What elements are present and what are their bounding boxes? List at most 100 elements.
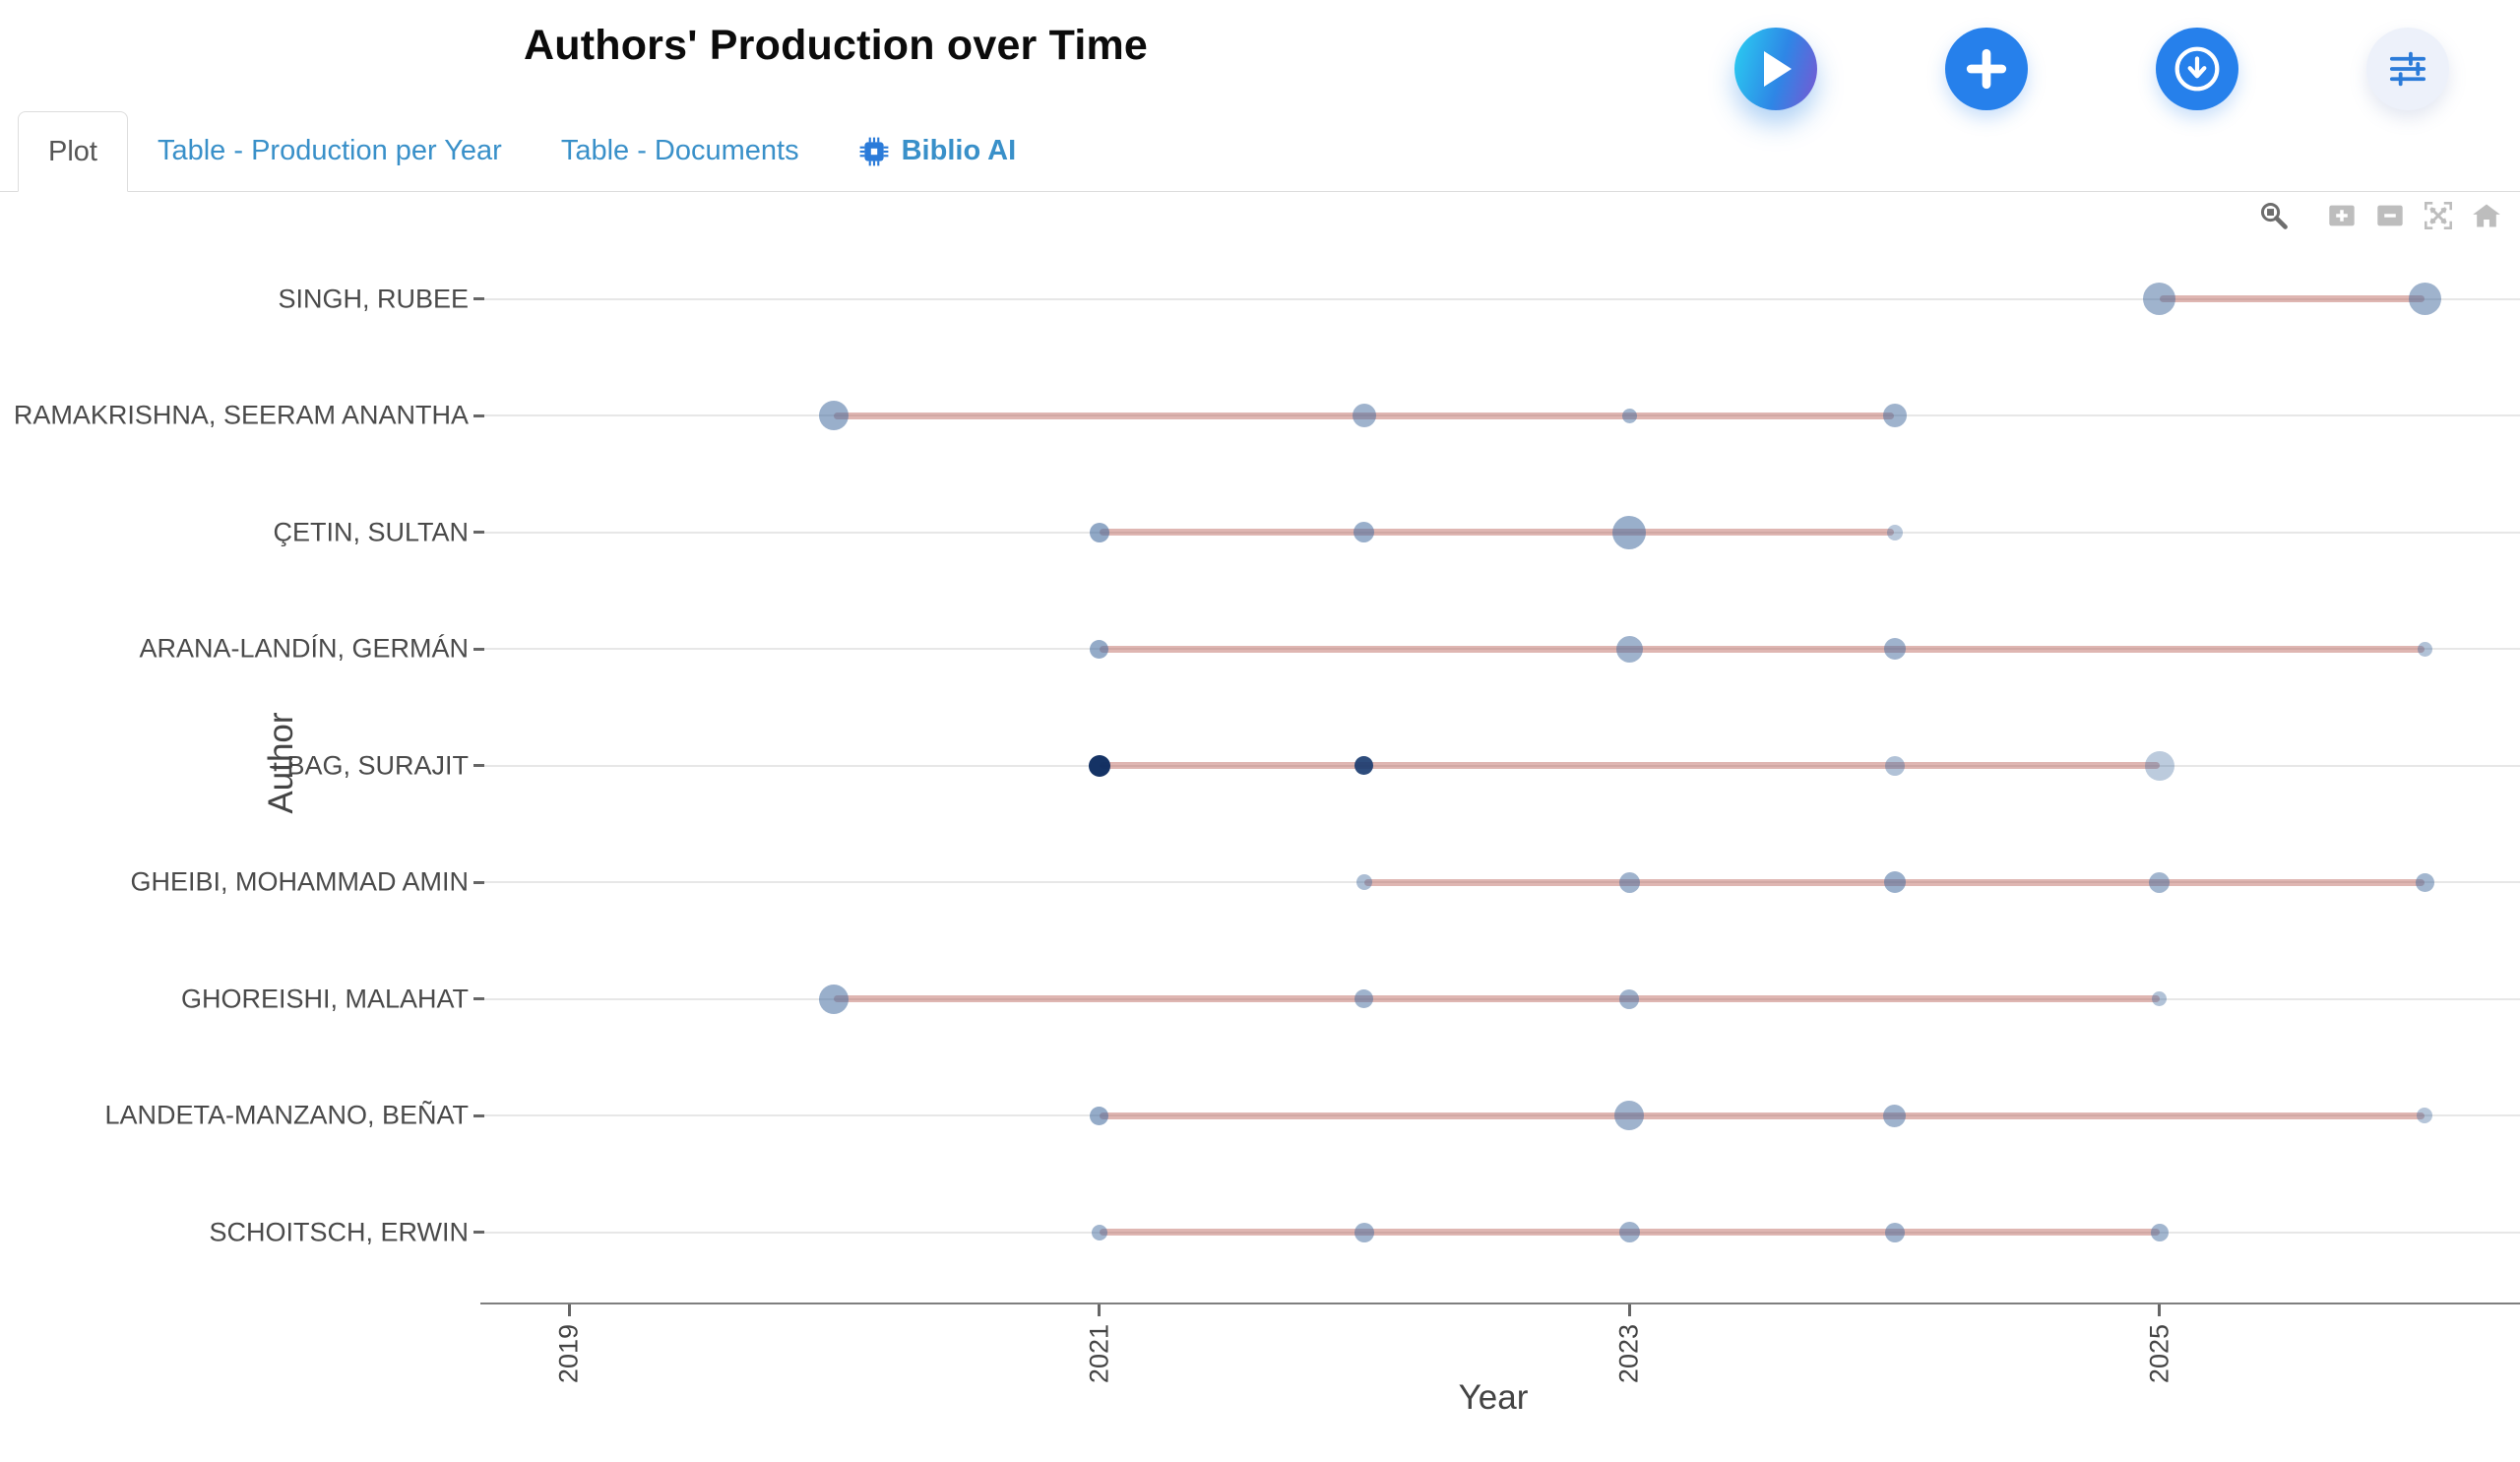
y-axis-label: ARANA-LANDÍN, GERMÁN <box>139 633 469 664</box>
row-gridline <box>480 531 2520 534</box>
production-span-line <box>1099 1112 2426 1119</box>
x-tick-label: 2019 <box>553 1324 584 1384</box>
production-dot[interactable] <box>1354 1222 1374 1242</box>
production-dot[interactable] <box>2150 1223 2169 1241</box>
production-dot[interactable] <box>1621 408 1637 423</box>
production-dot[interactable] <box>1354 522 1375 542</box>
y-tick-mark <box>473 531 484 534</box>
production-dot[interactable] <box>2149 871 2171 893</box>
tab-table-production-per-year[interactable]: Table - Production per Year <box>128 111 532 191</box>
y-axis-label: RAMAKRISHNA, SEERAM ANANTHA <box>13 400 469 430</box>
x-tick-label: 2023 <box>1613 1324 1644 1384</box>
tab-label: Table - Production per Year <box>157 135 502 166</box>
production-dot[interactable] <box>2152 991 2168 1006</box>
tab-table-documents[interactable]: Table - Documents <box>532 111 829 191</box>
y-tick-mark <box>473 764 484 767</box>
y-axis-label: SINGH, RUBEE <box>278 284 469 313</box>
production-span-line <box>834 995 2160 1002</box>
authors-production-chart[interactable]: SINGH, RUBEE RAMAKRISHNA, SEERAM ANANTHA Ç… <box>0 191 2520 1462</box>
y-axis-label: GHOREISHI, MALAHAT <box>180 984 469 1013</box>
row-gridline <box>480 997 2520 1000</box>
production-dot[interactable] <box>1619 988 1640 1009</box>
y-tick-mark <box>473 413 484 417</box>
production-span-line <box>2159 295 2426 302</box>
production-dot[interactable] <box>1884 1222 1905 1242</box>
production-dot[interactable] <box>1090 1106 1109 1125</box>
production-dot[interactable] <box>819 401 850 430</box>
settings-button[interactable] <box>2366 28 2449 110</box>
production-span-line <box>1099 529 1895 536</box>
y-tick-mark <box>473 647 484 651</box>
production-dot[interactable] <box>1355 874 1372 890</box>
production-dot[interactable] <box>2417 1108 2433 1123</box>
chip-icon <box>859 137 889 165</box>
zoom-in-icon[interactable] <box>2326 200 2358 231</box>
x-axis-title: Year <box>1458 1378 1529 1417</box>
production-dot[interactable] <box>1091 1224 1107 1240</box>
y-tick-mark <box>473 1113 484 1117</box>
add-button[interactable] <box>1945 28 2028 110</box>
y-tick-mark <box>473 1231 484 1234</box>
production-dot[interactable] <box>1090 639 1109 659</box>
x-tick-mark <box>567 1304 571 1316</box>
row-gridline <box>480 297 2520 300</box>
autoscale-icon[interactable] <box>2423 200 2454 231</box>
production-dot[interactable] <box>1354 756 1374 775</box>
production-dot[interactable] <box>1618 1222 1640 1242</box>
zoom-out-icon[interactable] <box>2374 200 2406 231</box>
production-dot[interactable] <box>1618 871 1640 893</box>
x-axis-line <box>480 1303 2520 1304</box>
production-dot[interactable] <box>1883 638 1906 660</box>
zoom-icon[interactable] <box>2258 200 2290 231</box>
production-dot[interactable] <box>1615 635 1643 663</box>
play-icon <box>1764 51 1792 87</box>
tab-plot[interactable]: Plot <box>18 111 128 192</box>
home-icon[interactable] <box>2471 200 2502 231</box>
row-gridline <box>480 1231 2520 1234</box>
production-dot[interactable] <box>2408 283 2441 315</box>
production-dot[interactable] <box>2417 641 2432 657</box>
page-title: Authors' Production over Time <box>524 22 1149 69</box>
sliders-icon <box>2389 51 2426 87</box>
x-tick-mark <box>1098 1304 1102 1316</box>
y-axis-label: ÇETIN, SULTAN <box>273 517 469 546</box>
tab-label: Plot <box>48 135 97 167</box>
production-dot[interactable] <box>2415 872 2434 892</box>
y-axis-label: LANDETA-MANZANO, BEÑAT <box>104 1100 469 1130</box>
y-axis-label: SCHOITSCH, ERWIN <box>209 1217 469 1246</box>
y-tick-mark <box>473 997 484 1000</box>
y-axis-label: GHEIBI, MOHAMMAD AMIN <box>130 866 469 897</box>
y-axis-title: Author <box>262 712 300 814</box>
production-span-line <box>1099 762 2160 769</box>
production-dot[interactable] <box>1882 404 1907 427</box>
plotly-modebar <box>2258 200 2502 231</box>
production-dot[interactable] <box>1886 524 1903 540</box>
y-axis-label: BAG, SURAJIT <box>286 750 469 780</box>
x-tick-mark <box>1627 1304 1631 1316</box>
x-tick-label: 2021 <box>1084 1324 1114 1384</box>
header-actions <box>1734 28 2449 110</box>
production-dot[interactable] <box>1352 404 1376 427</box>
production-dot[interactable] <box>1884 755 1905 776</box>
row-gridline <box>480 764 2520 767</box>
production-dot[interactable] <box>1614 1101 1645 1130</box>
x-tick-label: 2025 <box>2144 1324 2174 1384</box>
production-dot[interactable] <box>1883 1104 1906 1127</box>
production-dot[interactable] <box>1883 871 1906 893</box>
plus-icon <box>1966 48 2007 90</box>
row-gridline <box>480 414 2520 416</box>
production-span-line <box>1099 645 2426 653</box>
y-tick-mark <box>473 297 484 300</box>
production-dot[interactable] <box>1354 989 1374 1008</box>
production-dot[interactable] <box>1612 515 1647 549</box>
production-dot[interactable] <box>819 984 850 1014</box>
production-dot[interactable] <box>2144 750 2174 781</box>
tab-biblio-ai[interactable]: Biblio AI <box>829 111 1046 191</box>
row-gridline <box>480 648 2520 650</box>
run-button[interactable] <box>1734 28 1817 110</box>
production-dot[interactable] <box>2143 283 2176 315</box>
production-dot[interactable] <box>1088 754 1110 777</box>
tab-label: Biblio AI <box>901 135 1017 166</box>
production-dot[interactable] <box>1089 522 1109 542</box>
download-button[interactable] <box>2156 28 2238 110</box>
